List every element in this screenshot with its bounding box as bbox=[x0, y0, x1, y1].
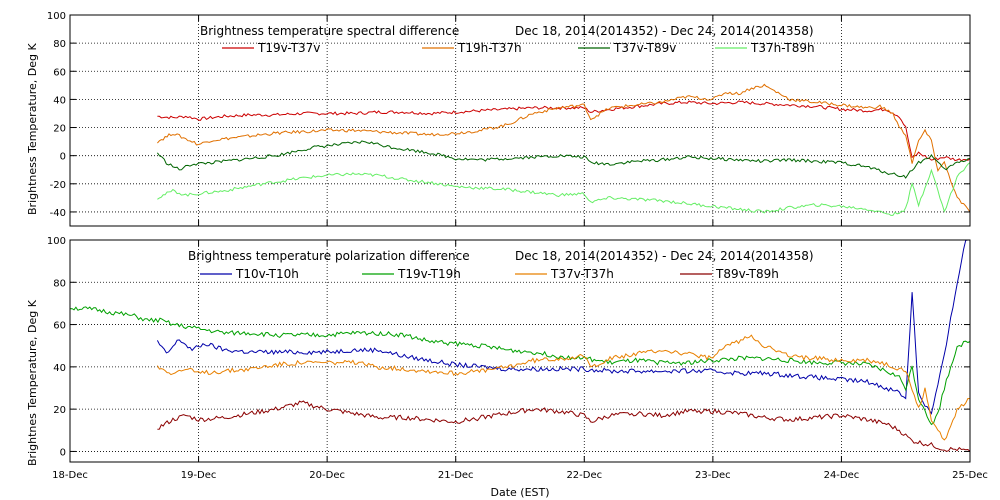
y-tick-label: 80 bbox=[53, 278, 66, 289]
legend-label-t10v-t10h: T10v-T10h bbox=[235, 267, 299, 281]
legend-label-t37v-t37h: T37v-T37h bbox=[550, 267, 614, 281]
x-tick-label: 25-Dec bbox=[952, 470, 988, 481]
series-line-t37v-t37h bbox=[156, 334, 971, 441]
spectral-y-axis-label: Brightness Temperature, Deg K bbox=[26, 43, 39, 215]
spectral-difference-panel: 100 80 60 40 20 0 -20 -40 Brightness temperatur… bbox=[26, 11, 971, 227]
legend-label-t37h-t89h: T37h-T89h bbox=[750, 41, 815, 55]
x-tick-label: 22-Dec bbox=[566, 470, 602, 481]
legend-label-t37v-t89v: T37v-T89v bbox=[613, 41, 676, 55]
series-line-t37v-t89v bbox=[156, 140, 971, 179]
polarization-chart-title: Brightness temperature polarization diff… bbox=[188, 249, 470, 263]
x-tick-label: 18-Dec bbox=[52, 470, 88, 481]
x-axis-label: Date (EST) bbox=[490, 486, 549, 499]
spectral-plot-frame bbox=[69, 14, 971, 227]
y-tick-label: -20 bbox=[50, 180, 66, 191]
y-tick-label: 100 bbox=[47, 236, 66, 247]
y-tick-label: 40 bbox=[53, 363, 66, 374]
legend-label-t19v-t19h: T19v-T19h bbox=[397, 267, 461, 281]
legend-label-t19h-t37h: T19h-T37h bbox=[457, 41, 522, 55]
x-tick-label: 21-Dec bbox=[438, 470, 474, 481]
series-line-t19v-t19h bbox=[69, 306, 971, 426]
y-tick-label: 60 bbox=[53, 67, 66, 78]
y-tick-label: 80 bbox=[53, 39, 66, 50]
series-line-t37h-t89h bbox=[157, 162, 971, 216]
x-tick-label: 19-Dec bbox=[181, 470, 217, 481]
y-tick-label: 20 bbox=[53, 124, 66, 135]
polarization-plot-frame bbox=[69, 239, 971, 463]
x-tick-label: 20-Dec bbox=[309, 470, 345, 481]
spectral-date-range: Dec 18, 2014(2014352) - Dec 24, 2014(201… bbox=[515, 24, 814, 38]
legend-label-t89v-t89h: T89v-T89h bbox=[715, 267, 779, 281]
polarization-date-range: Dec 18, 2014(2014352) - Dec 24, 2014(201… bbox=[515, 249, 814, 263]
polarization-difference-panel: 100 80 60 40 20 0 18-Dec 19-Dec 20-Dec 21-Dec 22-… bbox=[26, 236, 988, 499]
spectral-chart-title: Brightness temperature spectral differen… bbox=[200, 24, 459, 38]
series-line-t10v-t10h bbox=[156, 239, 970, 415]
x-tick-label: 23-Dec bbox=[695, 470, 731, 481]
y-tick-label: 0 bbox=[60, 152, 66, 163]
y-tick-label: 40 bbox=[53, 95, 66, 106]
series-line-t89v-t89h bbox=[157, 400, 971, 452]
y-tick-label: 100 bbox=[47, 11, 66, 22]
polarization-y-axis-label: Brightnes Temperature, Deg K bbox=[26, 299, 39, 466]
legend-label-t19v-t37v: T19v-T37v bbox=[257, 41, 320, 55]
x-tick-label: 24-Dec bbox=[824, 470, 860, 481]
y-tick-label: 0 bbox=[60, 447, 66, 458]
series-line-t19v-t37v bbox=[157, 100, 971, 162]
y-tick-label: 60 bbox=[53, 321, 66, 332]
y-tick-label: -40 bbox=[50, 208, 66, 219]
y-tick-label: 20 bbox=[53, 405, 66, 416]
series-line-t19h-t37h bbox=[157, 83, 971, 213]
